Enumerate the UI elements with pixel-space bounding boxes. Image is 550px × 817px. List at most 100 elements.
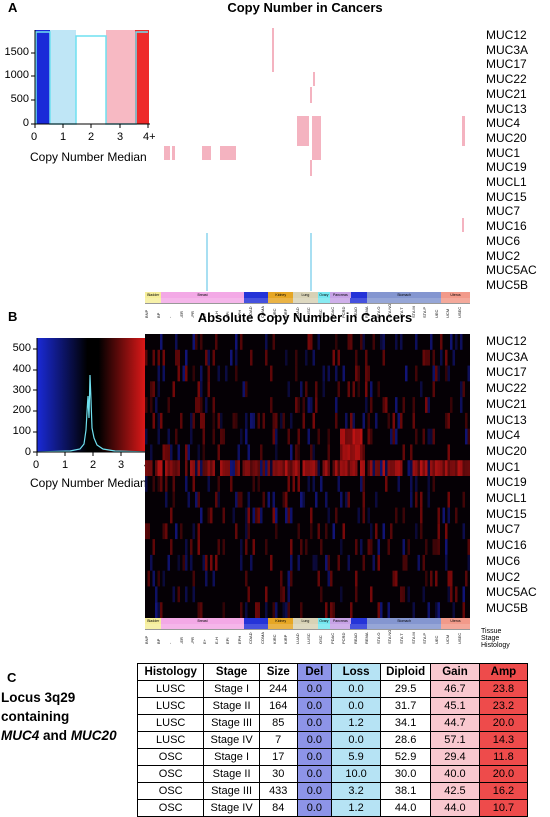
heatmap-cell [255, 460, 258, 476]
heatmap-cell [447, 570, 450, 587]
heatmap-cell [435, 539, 438, 555]
gene-label: MUC17 [486, 365, 527, 380]
tissue-segment: Uterus [441, 292, 470, 298]
heatmap-cell [212, 412, 215, 429]
stage-cell [329, 624, 335, 629]
heatmap-cell [302, 460, 305, 476]
heatmap-cell [312, 349, 315, 366]
heatmap-cell [157, 602, 160, 618]
heatmap-cell [190, 460, 193, 476]
heatmap-cell [422, 554, 425, 571]
stage-cell [366, 624, 372, 629]
heatmap-cell [200, 602, 203, 618]
heatmap-cell [390, 523, 393, 540]
heatmap-cell [370, 397, 373, 413]
stage-cell [305, 298, 310, 303]
gene-label: MUC7 [486, 204, 521, 219]
heatmap-cell [410, 444, 413, 461]
panel-a-legend [31, 30, 150, 128]
table-cell: 164 [258, 697, 298, 715]
heatmap-cell [235, 523, 238, 540]
heatmap-cell [352, 381, 355, 398]
table-cell: 0.0 [296, 731, 332, 749]
heatmap-cell [382, 349, 385, 366]
stage-cell [206, 624, 211, 629]
heatmap-cell [375, 523, 378, 540]
heatmap-cell [157, 428, 160, 445]
heatmap-cell [192, 460, 195, 476]
heatmap-cell [297, 397, 300, 413]
stage-cell [338, 624, 343, 629]
cell-amp [220, 146, 236, 160]
panel-b-annotation-strips: Bladder Breast Kidney Lung Ovary Pancreas Stom… [145, 618, 470, 644]
heatmap-cell [397, 460, 400, 476]
heatmap-cell [200, 507, 203, 524]
heatmap-cell [362, 554, 365, 571]
xa-tick: 0 [31, 131, 38, 143]
heatmap-cell [355, 444, 358, 461]
heatmap-cell [162, 523, 165, 540]
stage-cell [403, 624, 408, 629]
heatmap-cell [165, 444, 168, 461]
stage-cell [412, 624, 417, 629]
heatmap-cell [207, 476, 210, 492]
heatmap-cell [235, 365, 238, 382]
heatmap-cell [275, 523, 278, 540]
heatmap-cell [465, 570, 468, 587]
tissue-segment: Kidney [268, 292, 294, 298]
heatmap-cell [407, 586, 410, 603]
stage-cell [436, 298, 441, 303]
heatmap-cell [352, 428, 355, 445]
heatmap-cell [347, 334, 350, 350]
heatmap-cell [160, 412, 163, 429]
heatmap-cell [312, 476, 315, 492]
heatmap-cell [387, 460, 390, 476]
heatmap-cell [302, 491, 305, 508]
heatmap-cell [412, 412, 415, 429]
heatmap-cell [360, 428, 363, 445]
heatmap-cell [252, 460, 255, 476]
table-cell: 52.9 [380, 748, 432, 766]
heatmap-cell [402, 507, 405, 524]
stage-cell [157, 298, 162, 303]
heatmap-cell [265, 349, 268, 366]
gene-label: MUC19 [486, 475, 527, 490]
heatmap-cell [310, 460, 313, 476]
heatmap-cell [317, 570, 320, 587]
heatmap-cell [312, 460, 315, 476]
stage-cell [457, 298, 462, 303]
heatmap-cell [440, 334, 443, 350]
stage-cell [153, 624, 158, 629]
histology-label: PCRD [342, 632, 347, 644]
heatmap-cell [377, 602, 380, 618]
heatmap-cell [415, 365, 418, 382]
heatmap-cell [250, 554, 253, 571]
heatmap-cell [272, 334, 275, 350]
heatmap-cell [427, 428, 430, 445]
heatmap-cell [157, 460, 160, 476]
histology-label: - [168, 642, 173, 644]
gene-label: MUC16 [486, 538, 527, 553]
gene-label: MUC15 [486, 506, 527, 521]
heatmap-cell [290, 460, 293, 476]
heatmap-cell [367, 365, 370, 382]
heatmap-cell [335, 365, 338, 382]
heatmap-cell [400, 412, 403, 429]
gene-label: MUC2 [486, 248, 521, 263]
gene-label: MUC3A [486, 349, 529, 364]
heatmap-cell [265, 586, 268, 603]
heatmap-cell [245, 539, 248, 555]
heatmap-cell [285, 460, 288, 476]
stage-cell [276, 298, 281, 303]
heatmap-cell [290, 539, 293, 555]
heatmap-cell [362, 334, 365, 350]
histology-label: EPI [226, 637, 231, 644]
heatmap-cell [305, 539, 308, 555]
heatmap-cell [315, 397, 318, 413]
gene-label: MUC3A [486, 42, 529, 57]
table-cell: 29.5 [380, 680, 432, 698]
heatmap-cell [417, 554, 420, 571]
heatmap-cell [267, 460, 270, 476]
heatmap-cell [170, 460, 173, 476]
heatmap-cell [305, 349, 308, 366]
